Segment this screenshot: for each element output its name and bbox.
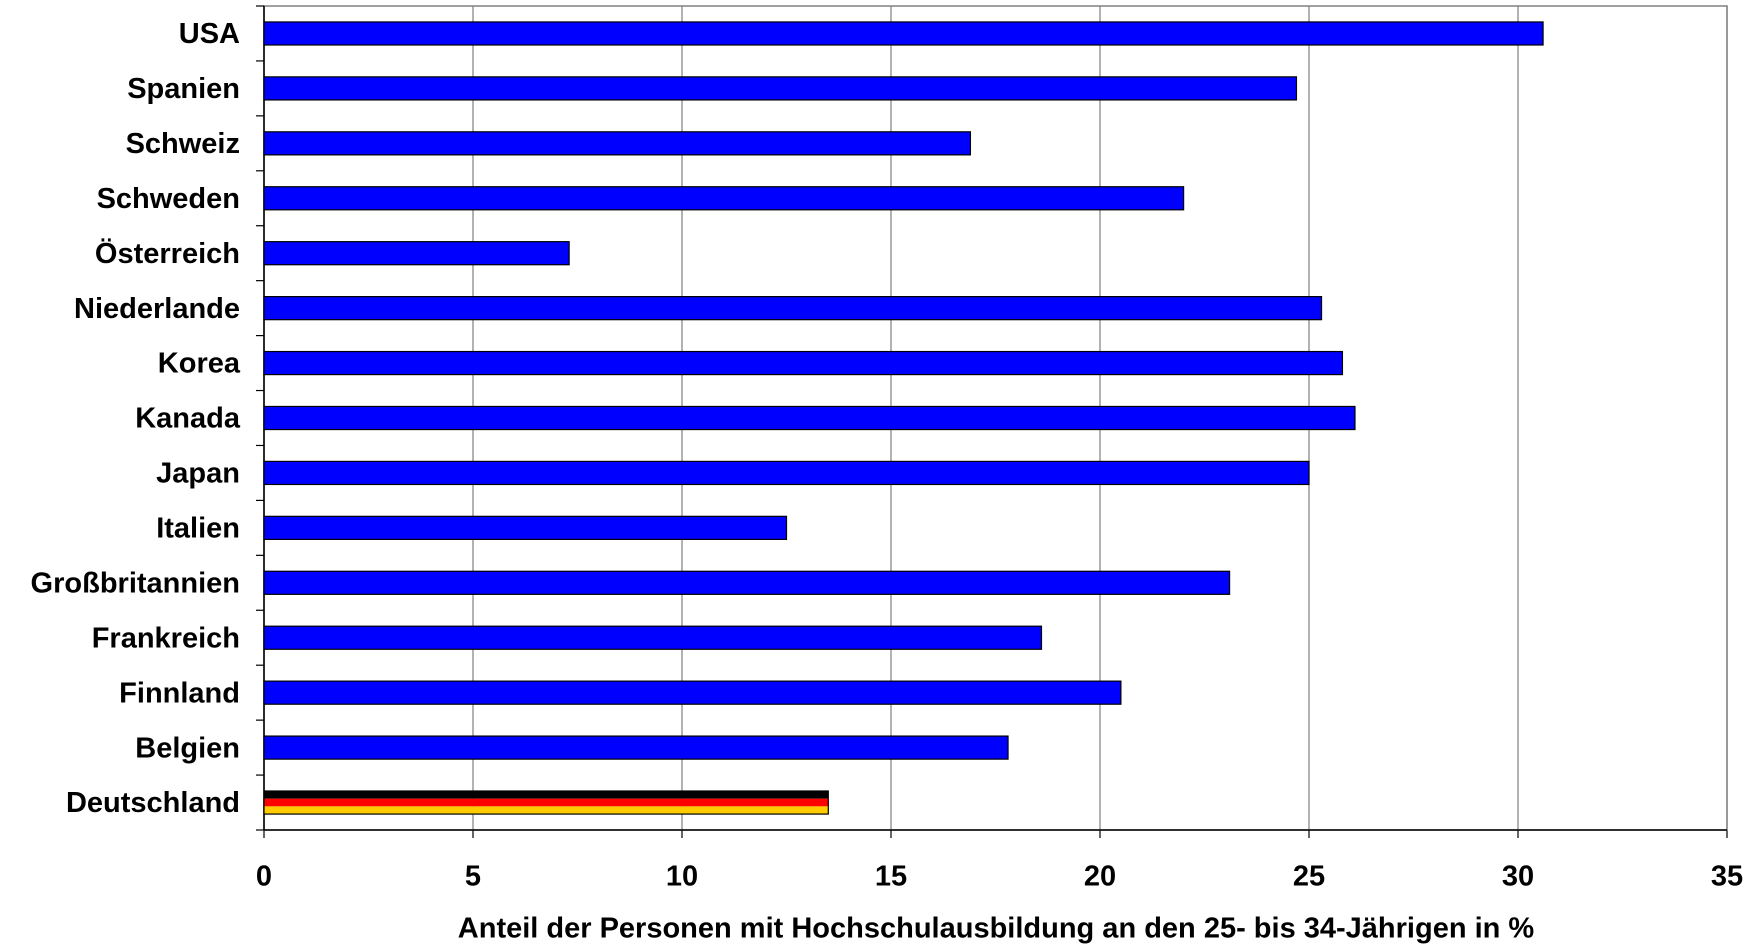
bar [263, 131, 972, 156]
x-axis-title: Anteil der Personen mit Hochschulausbild… [458, 913, 1535, 945]
bar [263, 241, 570, 266]
x-tick-label: 15 [875, 861, 907, 893]
bar [263, 21, 1544, 46]
bar [263, 515, 788, 541]
y-tick-label: Deutschland [66, 787, 240, 819]
y-tick-label: Österreich [95, 237, 240, 270]
bar [263, 350, 1344, 376]
y-tick-label: Finnland [119, 677, 240, 709]
y-tick-label: Frankreich [92, 622, 240, 654]
y-tick-label: Schweden [97, 183, 240, 215]
x-tick-label: 30 [1502, 861, 1534, 893]
y-tick-label: Italien [156, 513, 240, 545]
flag-stripe [264, 806, 829, 815]
y-tick-label: Japan [156, 458, 240, 490]
y-tick-label: Belgien [135, 732, 240, 764]
y-tick-label: Großbritannien [31, 567, 240, 599]
bar [263, 186, 1185, 211]
y-tick-label: Niederlande [74, 293, 240, 325]
bar [263, 570, 1231, 595]
bar [263, 790, 829, 815]
bar [263, 76, 1298, 101]
x-tick-label: 5 [465, 861, 481, 893]
flag-stripe [264, 790, 829, 799]
bar [263, 680, 1122, 705]
x-tick-label: 25 [1293, 861, 1325, 893]
x-tick-label: 20 [1084, 861, 1116, 893]
y-tick-label: Schweiz [126, 128, 240, 160]
y-tick-label: Kanada [135, 403, 241, 435]
bar [263, 460, 1310, 486]
bar [263, 405, 1356, 431]
bar [263, 295, 1323, 321]
bar [263, 625, 1043, 650]
y-tick-label: Spanien [127, 73, 240, 105]
x-tick-label: 10 [666, 861, 698, 893]
x-tick-label: 35 [1711, 861, 1743, 893]
y-tick-label: USA [179, 18, 240, 50]
flag-stripe [264, 798, 829, 807]
y-tick-label: Korea [158, 348, 241, 380]
x-tick-label: 0 [256, 861, 272, 893]
bar [263, 735, 1009, 760]
